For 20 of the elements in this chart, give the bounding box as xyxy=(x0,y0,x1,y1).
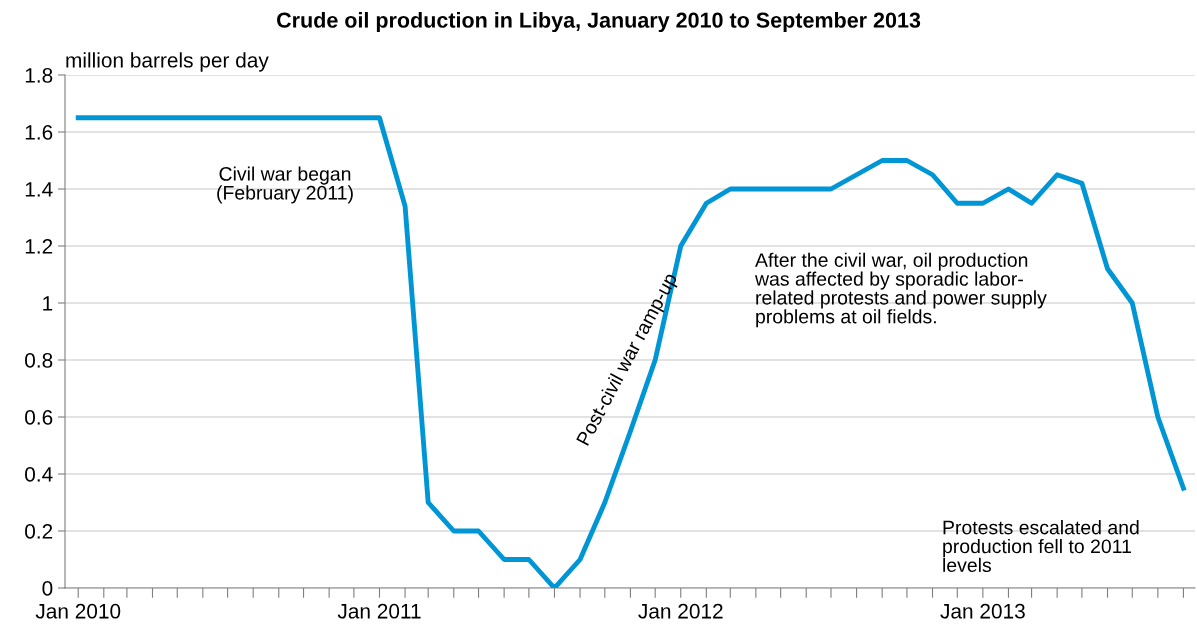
y-tick-label: 1 xyxy=(43,296,53,311)
y-tick-label: 0.2 xyxy=(25,524,53,539)
x-tick-label: Jan 2012 xyxy=(638,603,723,619)
x-tick-label: Jan 2010 xyxy=(35,603,121,619)
y-tick-label: 0 xyxy=(42,581,53,596)
y-tick-label: 0.4 xyxy=(25,467,53,482)
annotation: Civil war began (February 2011) xyxy=(217,166,353,204)
y-axis-title: million barrels per day xyxy=(66,52,269,72)
y-tick-label: 1.6 xyxy=(25,125,53,140)
y-tick-label: 1.2 xyxy=(25,239,53,254)
chart-title: Crude oil production in Libya, January 2010 to September 2013 xyxy=(277,11,921,33)
line-series xyxy=(75,115,1186,588)
x-tick-label: Jan 2013 xyxy=(940,603,1025,619)
y-tick-label: 1.4 xyxy=(25,182,53,197)
y-tick-label: 1.8 xyxy=(25,68,53,83)
x-tick-label: Jan 2011 xyxy=(337,603,421,619)
annotation: Protests escalated and production fell to 2011 levels xyxy=(943,520,1139,573)
annotation: After the civil war, oil production was affected by sporadic labor- related protests and power supply problems at oil fields. xyxy=(754,252,1047,328)
y-tick-label: 0.6 xyxy=(25,410,53,425)
y-tick-label: 0.8 xyxy=(25,353,53,368)
